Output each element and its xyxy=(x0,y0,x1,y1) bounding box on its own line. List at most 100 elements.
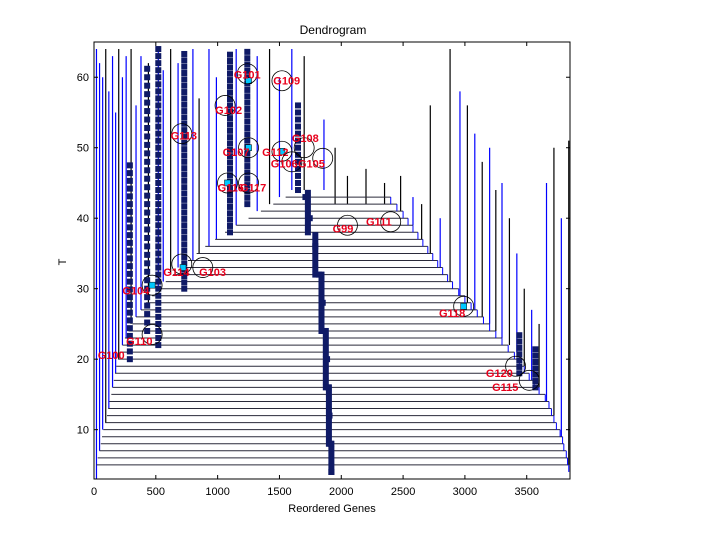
leaf-marker xyxy=(155,67,162,74)
leaf-marker xyxy=(244,105,251,112)
annotation-label: G113 xyxy=(171,130,197,142)
leaf-marker xyxy=(144,150,151,157)
leaf-marker xyxy=(144,243,151,250)
leaf-marker xyxy=(181,285,188,292)
leaf-marker xyxy=(155,320,162,327)
leaf-marker xyxy=(295,102,301,109)
leaf-marker xyxy=(322,378,329,385)
y-tick-label: 50 xyxy=(77,143,89,155)
leaf-marker xyxy=(155,342,162,349)
leaf-marker xyxy=(227,127,233,134)
leaf-marker xyxy=(227,115,233,122)
annotation-label: G110 xyxy=(126,336,152,348)
leaf-marker xyxy=(155,243,162,250)
leaf-marker xyxy=(312,254,319,261)
leaf-marker xyxy=(244,188,251,195)
leaf-marker xyxy=(322,367,329,374)
annotation-label: G100 xyxy=(98,350,125,362)
leaf-marker xyxy=(155,306,162,313)
leaf-marker xyxy=(181,222,188,229)
leaf-marker xyxy=(181,228,188,235)
leaf-marker xyxy=(244,93,251,100)
leaf-marker xyxy=(181,63,188,70)
leaf-marker xyxy=(155,229,162,236)
highlight-marker xyxy=(245,144,252,151)
x-tick-label: 1500 xyxy=(267,486,291,498)
leaf-marker xyxy=(181,260,188,267)
annotation-circle xyxy=(293,137,315,159)
leaf-marker xyxy=(244,74,251,81)
leaf-marker xyxy=(126,278,133,285)
leaf-marker xyxy=(295,123,301,130)
spine-marker xyxy=(325,384,332,391)
leaf-marker xyxy=(312,260,319,267)
leaf-marker xyxy=(181,146,188,153)
leaf-marker xyxy=(181,82,188,89)
leaf-marker xyxy=(155,123,162,130)
spine-marker xyxy=(327,440,334,447)
leaf-marker xyxy=(227,121,233,128)
leaf-marker xyxy=(126,193,133,200)
leaf-marker xyxy=(144,201,151,208)
leaf-marker xyxy=(304,206,311,213)
leaf-marker xyxy=(126,177,133,184)
leaf-marker xyxy=(227,83,233,90)
leaf-marker xyxy=(155,151,162,158)
leaf-marker xyxy=(144,124,151,131)
leaf-marker xyxy=(516,332,523,339)
leaf-marker xyxy=(304,229,311,236)
leaf-marker xyxy=(126,325,133,332)
leaf-marker xyxy=(244,169,251,176)
leaf-marker xyxy=(155,172,162,179)
leaf-marker xyxy=(516,344,523,351)
leaf-marker xyxy=(227,172,233,179)
leaf-marker xyxy=(126,232,133,239)
leaf-marker xyxy=(155,102,162,109)
leaf-marker xyxy=(181,108,188,115)
leaf-marker xyxy=(181,253,188,260)
leaf-marker xyxy=(181,95,188,102)
leaf-marker xyxy=(155,201,162,208)
leaf-marker xyxy=(181,139,188,146)
leaf-marker xyxy=(227,89,233,96)
leaf-marker xyxy=(318,288,325,295)
highlight-marker xyxy=(224,179,231,187)
leaf-marker xyxy=(181,196,188,203)
leaf-marker xyxy=(244,194,251,201)
leaf-marker xyxy=(181,247,188,254)
annotation-circle xyxy=(141,324,163,345)
leaf-marker xyxy=(144,108,151,115)
x-tick-label: 0 xyxy=(91,486,97,498)
leaf-marker xyxy=(295,179,301,186)
leaf-marker xyxy=(181,114,188,121)
annotation-label: G104 xyxy=(122,285,150,297)
leaf-marker xyxy=(227,203,233,210)
leaf-marker xyxy=(227,153,233,160)
leaf-marker xyxy=(126,170,133,177)
leaf-marker xyxy=(322,373,329,380)
leaf-marker xyxy=(144,268,151,275)
leaf-marker xyxy=(295,144,301,151)
leaf-marker xyxy=(328,446,335,453)
leaf-marker xyxy=(322,361,329,368)
annotation-circle xyxy=(171,123,193,145)
leaf-marker xyxy=(126,162,133,169)
annotation-label: G112 xyxy=(262,147,288,159)
leaf-marker xyxy=(322,339,329,346)
leaf-marker xyxy=(181,273,188,280)
leaf-marker xyxy=(227,70,233,77)
leaf-marker xyxy=(244,86,251,93)
leaf-marker xyxy=(532,352,539,359)
leaf-marker xyxy=(126,317,133,324)
annotation-circle xyxy=(505,355,526,377)
plot-area: G101 G109 G102 G113 G107 G112 G108 G106 G105 G116… xyxy=(93,41,571,480)
leaf-marker xyxy=(144,218,151,225)
leaf-marker xyxy=(144,285,151,292)
leaf-marker xyxy=(155,158,162,165)
annotation-circle xyxy=(217,172,238,194)
leaf-marker xyxy=(295,165,301,172)
leaf-marker xyxy=(155,257,162,264)
leaf-marker xyxy=(126,309,133,316)
leaf-marker xyxy=(244,131,251,138)
leaf-marker xyxy=(126,286,133,293)
